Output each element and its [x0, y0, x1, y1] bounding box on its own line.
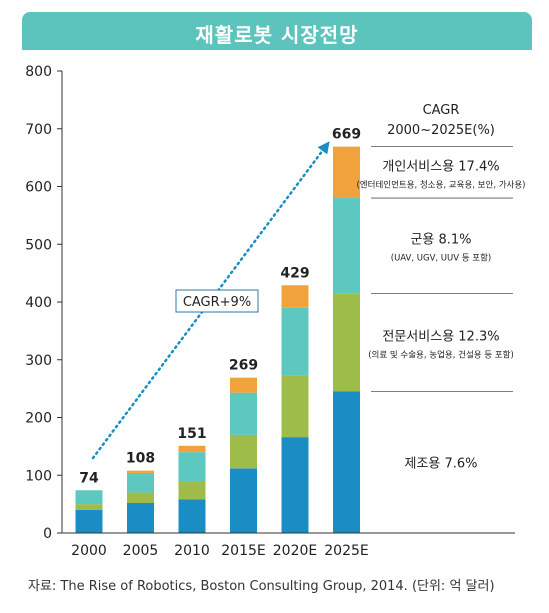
legend-label: 제조용 7.6%	[404, 456, 477, 471]
y-tick-label: 600	[25, 180, 52, 196]
bar-segment-professional	[178, 481, 206, 500]
y-tick-label: 0	[43, 526, 52, 542]
y-tick-label: 500	[25, 237, 52, 253]
bar-segment-manufacturing	[178, 499, 206, 533]
legend-header-line2: 2000~2025E(%)	[387, 123, 495, 138]
bar-total-label: 269	[229, 358, 258, 374]
bar-segment-military	[75, 490, 103, 505]
x-tick-label: 2000	[71, 543, 107, 559]
x-tick-label: 2015E	[221, 543, 265, 559]
y-tick-label: 200	[25, 411, 52, 427]
legend-label: 개인서비스용 17.4%	[382, 159, 499, 174]
y-tick-label: 800	[25, 64, 52, 80]
legend-note: (UAV, UGV, UUV 등 포함)	[391, 254, 492, 264]
bar-segment-professional	[230, 434, 257, 469]
bar-segment-personal	[281, 285, 309, 308]
bar-segment-military	[281, 307, 309, 376]
legend-note: (엔터테인먼트용, 청소용, 교육용, 보안, 가사용)	[356, 179, 525, 190]
bar-segment-manufacturing	[230, 468, 257, 533]
bar-segment-manufacturing	[281, 437, 309, 533]
bar-segment-manufacturing	[127, 502, 154, 533]
trend-label: CAGR+9%	[183, 295, 251, 310]
source-note: 자료: The Rise of Robotics, Boston Consult…	[28, 579, 495, 594]
legend-note: (의료 및 수술용, 농업용, 건설용 등 포함)	[368, 349, 514, 360]
bar-total-label: 108	[126, 451, 155, 467]
legend-label: 군용 8.1%	[410, 233, 471, 248]
x-tick-label: 2025E	[324, 543, 368, 559]
bar-total-label: 74	[79, 470, 99, 486]
bar-segment-manufacturing	[333, 391, 360, 533]
bar-total-label: 669	[332, 127, 361, 143]
chart-title: 재활로봇 시장전망	[195, 23, 359, 47]
chart-title-bar: 재활로봇 시장전망	[22, 12, 532, 50]
x-tick-label: 2020E	[273, 543, 317, 559]
bar-segment-professional	[127, 492, 154, 503]
bar-total-label: 429	[280, 265, 309, 281]
bar-segment-professional	[75, 504, 103, 510]
legend-header-line1: CAGR	[423, 103, 460, 118]
y-tick-label: 300	[25, 353, 52, 369]
bar-segment-military	[333, 198, 360, 294]
bar-segment-personal	[127, 470, 154, 473]
bar-segment-military	[230, 392, 257, 435]
x-tick-label: 2010	[174, 543, 210, 559]
bar-segment-professional	[281, 375, 309, 438]
bar-total-label: 151	[177, 426, 206, 442]
bar-segment-personal	[333, 146, 360, 199]
y-tick-label: 700	[25, 122, 52, 138]
x-tick-label: 2005	[123, 543, 159, 559]
bar-segment-military	[127, 472, 154, 493]
bar-segment-personal	[230, 377, 257, 393]
bar-segment-manufacturing	[75, 509, 103, 533]
y-tick-label: 100	[25, 468, 52, 484]
bar-segment-military	[178, 452, 206, 482]
legend-label: 전문서비스용 12.3%	[382, 329, 499, 344]
bar-segment-professional	[333, 293, 360, 392]
trend-arrow-head	[317, 141, 330, 155]
trend-label-box	[175, 289, 259, 313]
y-tick-label: 400	[25, 295, 52, 311]
bar-segment-personal	[178, 445, 206, 453]
